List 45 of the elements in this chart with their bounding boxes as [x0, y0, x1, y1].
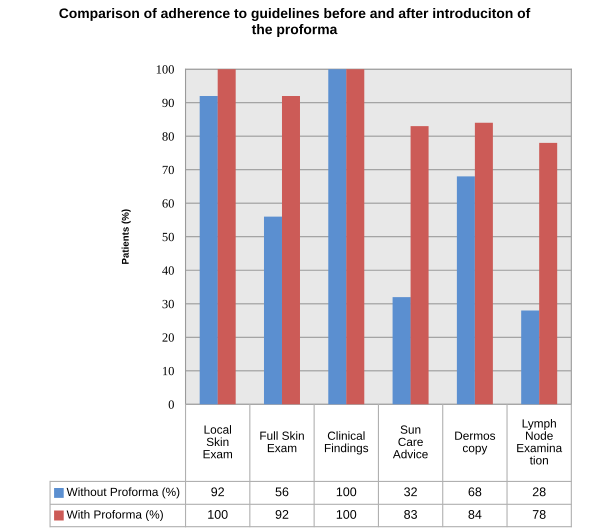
- bar: [456, 176, 475, 404]
- x-tick-label: Clinical Findings: [324, 431, 368, 455]
- data-label: 92: [211, 487, 224, 496]
- y-tick-label: 80: [162, 132, 174, 141]
- y-tick-label: 90: [162, 98, 174, 108]
- x-tick-label: Lymph Node Examina tion: [517, 418, 562, 464]
- bar: [392, 297, 411, 404]
- y-tick-label: 100: [156, 65, 174, 74]
- bar: [328, 69, 346, 404]
- data-label: 83: [404, 510, 417, 519]
- data-label: 100: [336, 487, 356, 496]
- bar: [282, 96, 300, 404]
- bar: [539, 142, 558, 404]
- bar: [346, 69, 364, 404]
- x-tick-label: Sun Care Advice: [392, 425, 428, 458]
- data-label: 100: [336, 510, 356, 519]
- bar: [218, 69, 236, 404]
- data-label: 68: [468, 487, 482, 496]
- y-tick-label: 20: [162, 333, 174, 342]
- data-label: 28: [532, 487, 546, 496]
- bar: [410, 126, 429, 404]
- data-label: 84: [468, 510, 482, 519]
- legend-label: Without Proforma (%): [66, 487, 180, 498]
- data-label: 92: [276, 510, 288, 519]
- y-tick-label: 70: [162, 166, 174, 174]
- bar: [264, 216, 282, 404]
- data-label: 100: [208, 510, 228, 519]
- y-tick-label: 40: [162, 266, 174, 275]
- bar: [200, 96, 218, 404]
- y-tick-label: 10: [163, 366, 174, 376]
- data-label: 78: [532, 510, 546, 519]
- bar: [474, 122, 493, 404]
- y-tick-label: 50: [162, 232, 174, 242]
- data-label: 56: [276, 487, 288, 496]
- data-label: 32: [404, 487, 417, 496]
- bar: [521, 310, 540, 404]
- y-axis-title: Patients (%): [122, 209, 131, 264]
- x-tick-label: Dermos copy: [455, 432, 496, 455]
- y-tick-label: 30: [162, 300, 174, 308]
- x-tick-label: Local Skin Exam: [204, 425, 232, 458]
- chart-title: Comparison of adherence to guidelines before and after introduciton of the proforma: [59, 8, 530, 37]
- legend-label: With Proforma (%): [66, 510, 163, 522]
- y-tick-label: 0: [168, 400, 174, 409]
- x-tick-label: Full Skin Exam: [260, 431, 304, 452]
- y-tick-label: 60: [162, 199, 174, 208]
